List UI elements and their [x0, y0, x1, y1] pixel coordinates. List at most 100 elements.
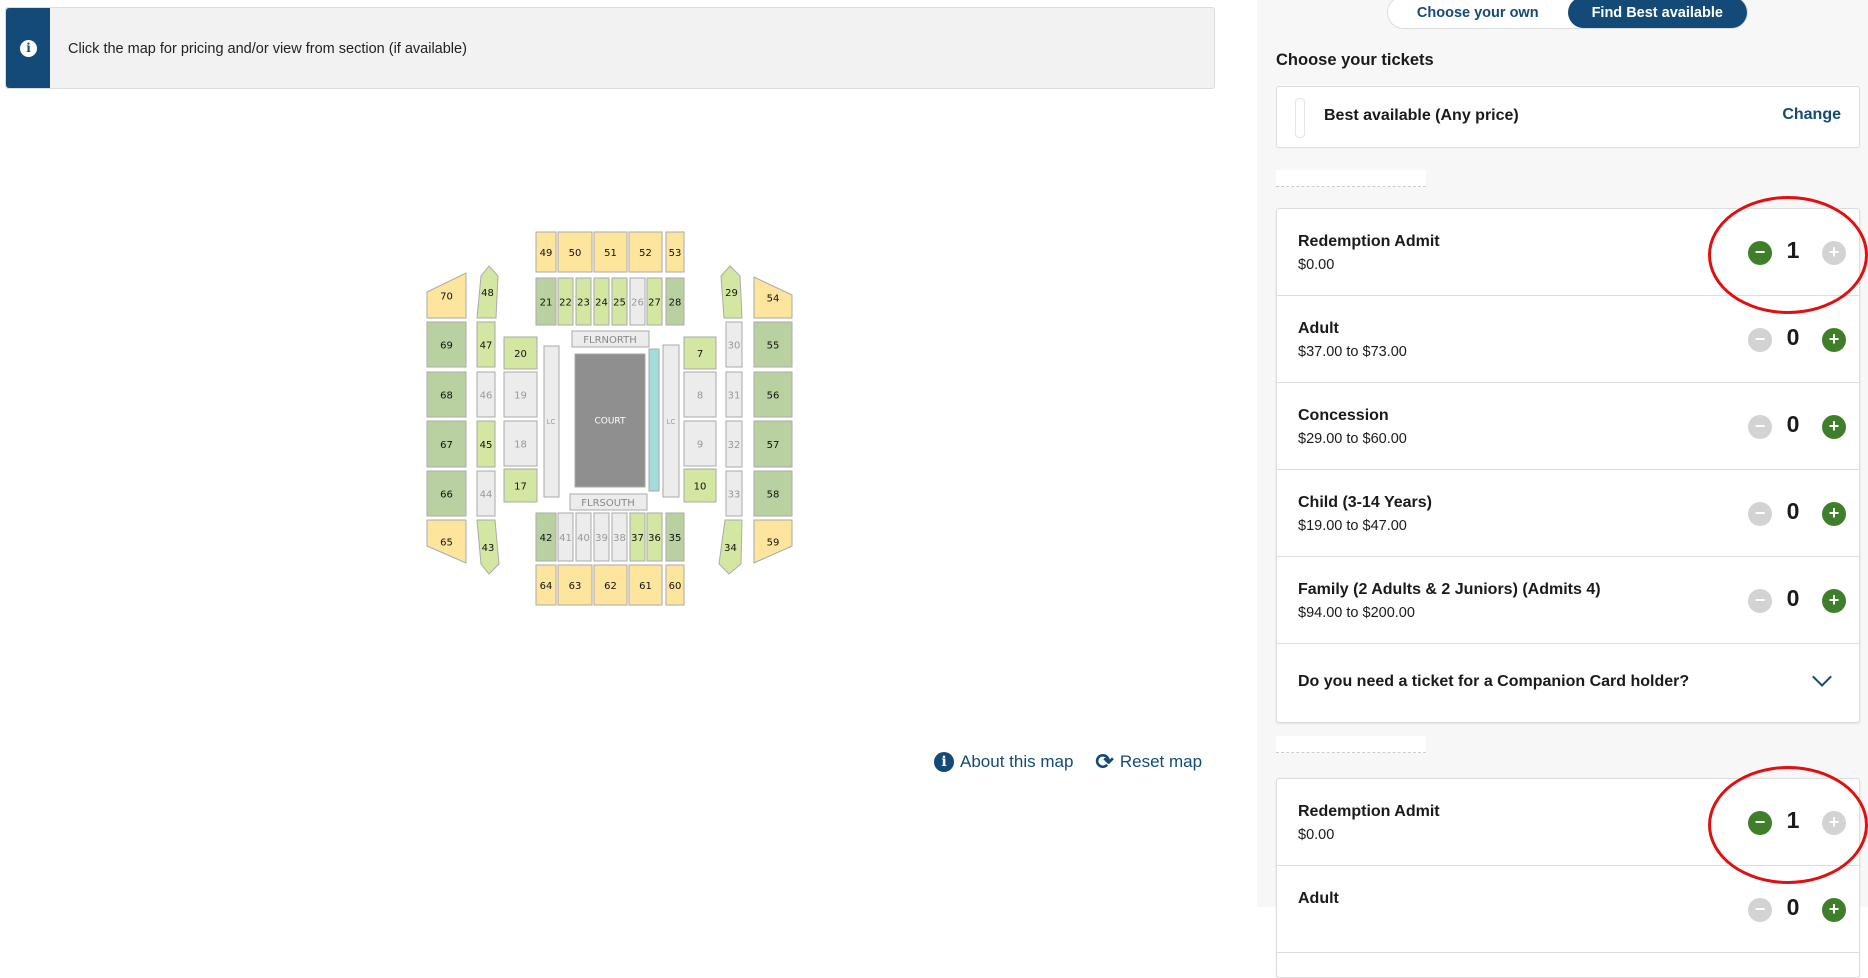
- seating-map[interactable]: LC LC COURT FLRNORTH FLRSOUTH 49 50 51 52 53 21 22 2…: [0, 0, 1257, 907]
- floor-lc-left[interactable]: [543, 345, 560, 498]
- section-49[interactable]: [535, 231, 557, 273]
- companion-card-toggle[interactable]: Do you need a ticket for a Companion Car…: [1277, 644, 1859, 722]
- section-56[interactable]: [753, 371, 793, 418]
- section-38[interactable]: [611, 512, 628, 562]
- decrease-quantity-button[interactable]: −: [1748, 502, 1772, 526]
- section-60[interactable]: [665, 564, 685, 606]
- decrease-quantity-button[interactable]: −: [1748, 898, 1772, 922]
- section-32[interactable]: [725, 420, 743, 468]
- plus-icon: +: [1828, 329, 1840, 349]
- floor-lc-right[interactable]: [662, 344, 680, 498]
- section-7[interactable]: [683, 336, 717, 370]
- section-47-label: 47: [480, 341, 493, 352]
- ticket-type-row: Redemption Admit $0.00 −1 +: [1277, 779, 1859, 866]
- section-70[interactable]: [426, 272, 467, 319]
- section-47[interactable]: [476, 321, 496, 368]
- section-30[interactable]: [725, 321, 743, 368]
- section-39[interactable]: [593, 512, 610, 562]
- reset-map-link[interactable]: ⟳ Reset map: [1095, 751, 1202, 773]
- section-17[interactable]: [503, 468, 538, 503]
- section-52[interactable]: [628, 231, 663, 273]
- decrease-quantity-button[interactable]: −: [1748, 328, 1772, 352]
- decrease-quantity-button[interactable]: −: [1748, 811, 1772, 835]
- section-48[interactable]: [476, 265, 499, 319]
- increase-quantity-button[interactable]: +: [1822, 898, 1846, 922]
- section-62[interactable]: [593, 564, 628, 606]
- plus-icon: +: [1828, 416, 1840, 436]
- section-31[interactable]: [725, 371, 743, 418]
- plus-icon: +: [1828, 503, 1840, 523]
- find-best-tab[interactable]: Find Best available: [1567, 0, 1747, 28]
- section-55[interactable]: [753, 321, 793, 368]
- section-9[interactable]: [683, 420, 717, 467]
- section-57[interactable]: [753, 420, 793, 468]
- increase-quantity-button[interactable]: +: [1822, 241, 1846, 265]
- increase-quantity-button[interactable]: +: [1822, 589, 1846, 613]
- section-26[interactable]: [629, 277, 646, 326]
- section-54-label: 54: [767, 294, 780, 305]
- decrease-quantity-button[interactable]: −: [1748, 241, 1772, 265]
- floor-lc-right-label: LC: [667, 418, 676, 426]
- section-34[interactable]: [718, 519, 743, 575]
- quantity-value: 0: [1786, 498, 1800, 524]
- increase-quantity-button[interactable]: +: [1822, 328, 1846, 352]
- section-41[interactable]: [557, 512, 574, 562]
- section-24[interactable]: [593, 277, 610, 326]
- section-66[interactable]: [426, 470, 467, 517]
- section-68[interactable]: [426, 371, 467, 418]
- section-40[interactable]: [575, 512, 592, 562]
- section-42[interactable]: [535, 512, 557, 562]
- decrease-quantity-button[interactable]: −: [1748, 589, 1772, 613]
- decrease-quantity-button[interactable]: −: [1748, 415, 1772, 439]
- section-35[interactable]: [665, 512, 685, 562]
- section-29[interactable]: [720, 265, 743, 319]
- section-20[interactable]: [503, 336, 538, 370]
- section-33[interactable]: [725, 470, 743, 517]
- section-58[interactable]: [753, 470, 793, 517]
- section-55-label: 55: [767, 341, 780, 352]
- section-21[interactable]: [535, 277, 557, 326]
- section-25[interactable]: [611, 277, 628, 326]
- increase-quantity-button[interactable]: +: [1822, 502, 1846, 526]
- section-37[interactable]: [629, 512, 646, 562]
- section-69[interactable]: [426, 321, 467, 368]
- section-50[interactable]: [557, 231, 593, 273]
- section-53[interactable]: [665, 231, 685, 273]
- section-61[interactable]: [628, 564, 663, 606]
- about-map-link[interactable]: i About this map: [934, 752, 1073, 772]
- section-63[interactable]: [557, 564, 593, 606]
- section-46[interactable]: [476, 371, 496, 418]
- section-10[interactable]: [683, 468, 717, 503]
- section-21-label: 21: [540, 298, 553, 309]
- section-59[interactable]: [753, 519, 793, 564]
- section-36[interactable]: [646, 512, 663, 562]
- quantity-value: 0: [1786, 411, 1800, 437]
- choose-own-tab[interactable]: Choose your own: [1416, 4, 1539, 21]
- companion-question: Do you need a ticket for a Companion Car…: [1298, 673, 1690, 690]
- ticket-type-row: Family (2 Adults & 2 Juniors) (Admits 4)…: [1277, 557, 1859, 644]
- section-45[interactable]: [476, 420, 496, 468]
- section-51[interactable]: [593, 231, 628, 273]
- change-button[interactable]: Change: [1782, 106, 1841, 123]
- section-49-label: 49: [540, 248, 553, 259]
- section-44[interactable]: [476, 470, 496, 517]
- section-flrnorth[interactable]: [571, 330, 650, 348]
- section-54[interactable]: [753, 276, 793, 319]
- section-22[interactable]: [557, 277, 574, 326]
- section-65[interactable]: [426, 519, 467, 564]
- section-27[interactable]: [646, 277, 663, 326]
- section-8[interactable]: [683, 371, 717, 418]
- section-43[interactable]: [476, 519, 500, 575]
- chevron-down-icon[interactable]: [1812, 667, 1832, 687]
- section-18[interactable]: [503, 420, 538, 467]
- increase-quantity-button[interactable]: +: [1822, 811, 1846, 835]
- section-28[interactable]: [665, 277, 685, 326]
- section-67[interactable]: [426, 420, 467, 468]
- court-side-strip: [648, 348, 660, 492]
- section-64[interactable]: [535, 564, 557, 606]
- minus-icon: −: [1754, 590, 1766, 610]
- section-flrsouth[interactable]: [569, 493, 648, 511]
- section-19[interactable]: [503, 371, 538, 418]
- increase-quantity-button[interactable]: +: [1822, 415, 1846, 439]
- section-23[interactable]: [575, 277, 592, 326]
